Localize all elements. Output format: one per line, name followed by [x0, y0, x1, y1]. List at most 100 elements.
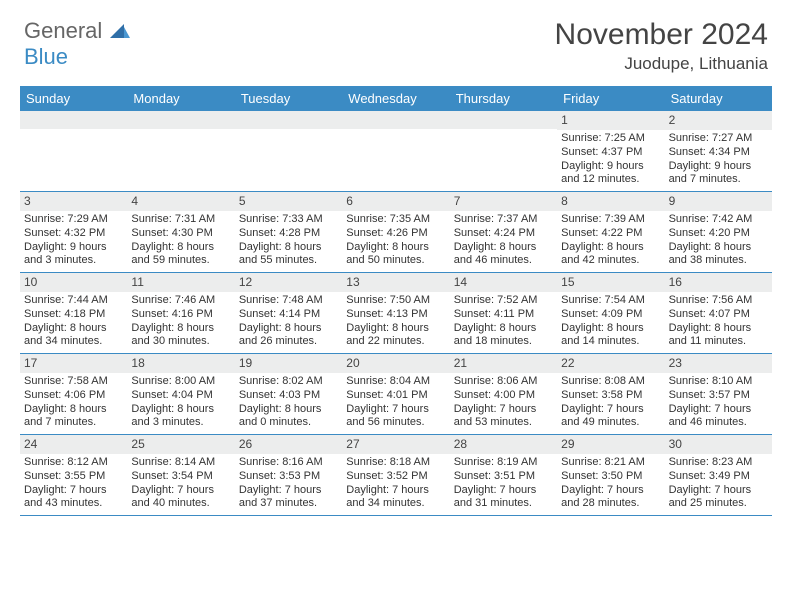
day-cell: 14Sunrise: 7:52 AMSunset: 4:11 PMDayligh… [450, 273, 557, 353]
daylight-text: and 28 minutes. [561, 497, 660, 511]
day-cell: 24Sunrise: 8:12 AMSunset: 3:55 PMDayligh… [20, 435, 127, 515]
sunrise-text: Sunrise: 7:37 AM [454, 213, 553, 227]
sunset-text: Sunset: 4:04 PM [131, 389, 230, 403]
sunrise-text: Sunrise: 7:29 AM [24, 213, 123, 227]
day-cell: 4Sunrise: 7:31 AMSunset: 4:30 PMDaylight… [127, 192, 234, 272]
sunset-text: Sunset: 3:53 PM [239, 470, 338, 484]
daylight-text: Daylight: 8 hours [561, 241, 660, 255]
daylight-text: Daylight: 7 hours [669, 484, 768, 498]
weekday-label: Wednesday [342, 86, 449, 111]
sunrise-text: Sunrise: 7:35 AM [346, 213, 445, 227]
daylight-text: and 49 minutes. [561, 416, 660, 430]
day-number: 24 [20, 435, 127, 454]
weekday-label: Tuesday [235, 86, 342, 111]
daylight-text: and 12 minutes. [561, 173, 660, 187]
daylight-text: and 3 minutes. [24, 254, 123, 268]
day-cell [127, 111, 234, 191]
day-cell: 12Sunrise: 7:48 AMSunset: 4:14 PMDayligh… [235, 273, 342, 353]
daylight-text: Daylight: 7 hours [346, 484, 445, 498]
daylight-text: and 42 minutes. [561, 254, 660, 268]
day-number: 29 [557, 435, 664, 454]
daylight-text: Daylight: 8 hours [454, 241, 553, 255]
daylight-text: Daylight: 7 hours [454, 484, 553, 498]
weekday-label: Friday [557, 86, 664, 111]
sunrise-text: Sunrise: 8:00 AM [131, 375, 230, 389]
day-cell: 3Sunrise: 7:29 AMSunset: 4:32 PMDaylight… [20, 192, 127, 272]
day-number: 23 [665, 354, 772, 373]
weekday-label: Monday [127, 86, 234, 111]
day-number: 6 [342, 192, 449, 211]
day-number: 30 [665, 435, 772, 454]
daylight-text: Daylight: 8 hours [454, 322, 553, 336]
daylight-text: and 34 minutes. [346, 497, 445, 511]
sunset-text: Sunset: 3:50 PM [561, 470, 660, 484]
sunset-text: Sunset: 3:57 PM [669, 389, 768, 403]
daylight-text: Daylight: 8 hours [561, 322, 660, 336]
day-cell: 11Sunrise: 7:46 AMSunset: 4:16 PMDayligh… [127, 273, 234, 353]
day-number: 7 [450, 192, 557, 211]
sunrise-text: Sunrise: 7:50 AM [346, 294, 445, 308]
sunset-text: Sunset: 4:01 PM [346, 389, 445, 403]
sunrise-text: Sunrise: 7:42 AM [669, 213, 768, 227]
daylight-text: Daylight: 8 hours [669, 241, 768, 255]
day-cell: 26Sunrise: 8:16 AMSunset: 3:53 PMDayligh… [235, 435, 342, 515]
daylight-text: and 46 minutes. [669, 416, 768, 430]
daylight-text: and 30 minutes. [131, 335, 230, 349]
day-cell: 22Sunrise: 8:08 AMSunset: 3:58 PMDayligh… [557, 354, 664, 434]
day-cell: 18Sunrise: 8:00 AMSunset: 4:04 PMDayligh… [127, 354, 234, 434]
daylight-text: Daylight: 9 hours [669, 160, 768, 174]
weekday-label: Thursday [450, 86, 557, 111]
daylight-text: and 50 minutes. [346, 254, 445, 268]
daylight-text: Daylight: 7 hours [669, 403, 768, 417]
sunset-text: Sunset: 4:18 PM [24, 308, 123, 322]
sunrise-text: Sunrise: 7:31 AM [131, 213, 230, 227]
daylight-text: Daylight: 8 hours [131, 322, 230, 336]
daylight-text: Daylight: 7 hours [561, 484, 660, 498]
logo-sail-icon [110, 24, 130, 38]
day-cell: 5Sunrise: 7:33 AMSunset: 4:28 PMDaylight… [235, 192, 342, 272]
day-number [342, 111, 449, 129]
day-number: 21 [450, 354, 557, 373]
daylight-text: Daylight: 7 hours [24, 484, 123, 498]
sunset-text: Sunset: 3:54 PM [131, 470, 230, 484]
sunrise-text: Sunrise: 8:04 AM [346, 375, 445, 389]
sunset-text: Sunset: 4:24 PM [454, 227, 553, 241]
day-number: 9 [665, 192, 772, 211]
daylight-text: Daylight: 8 hours [239, 403, 338, 417]
sunset-text: Sunset: 4:13 PM [346, 308, 445, 322]
sunset-text: Sunset: 4:03 PM [239, 389, 338, 403]
day-cell: 29Sunrise: 8:21 AMSunset: 3:50 PMDayligh… [557, 435, 664, 515]
title-month: November 2024 [555, 18, 768, 52]
day-cell [342, 111, 449, 191]
weeks-container: 1Sunrise: 7:25 AMSunset: 4:37 PMDaylight… [20, 111, 772, 516]
day-number: 17 [20, 354, 127, 373]
daylight-text: Daylight: 8 hours [24, 322, 123, 336]
sunrise-text: Sunrise: 8:14 AM [131, 456, 230, 470]
week-row: 1Sunrise: 7:25 AMSunset: 4:37 PMDaylight… [20, 111, 772, 192]
day-number: 27 [342, 435, 449, 454]
sunset-text: Sunset: 4:28 PM [239, 227, 338, 241]
sunset-text: Sunset: 4:14 PM [239, 308, 338, 322]
title-location: Juodupe, Lithuania [555, 54, 768, 74]
day-number: 25 [127, 435, 234, 454]
daylight-text: Daylight: 8 hours [24, 403, 123, 417]
daylight-text: Daylight: 7 hours [454, 403, 553, 417]
daylight-text: Daylight: 7 hours [346, 403, 445, 417]
daylight-text: and 14 minutes. [561, 335, 660, 349]
day-cell: 2Sunrise: 7:27 AMSunset: 4:34 PMDaylight… [665, 111, 772, 191]
day-number [127, 111, 234, 129]
daylight-text: and 7 minutes. [24, 416, 123, 430]
day-number: 28 [450, 435, 557, 454]
daylight-text: Daylight: 8 hours [239, 322, 338, 336]
day-cell: 8Sunrise: 7:39 AMSunset: 4:22 PMDaylight… [557, 192, 664, 272]
daylight-text: Daylight: 7 hours [131, 484, 230, 498]
daylight-text: and 56 minutes. [346, 416, 445, 430]
daylight-text: and 38 minutes. [669, 254, 768, 268]
weekday-header: Sunday Monday Tuesday Wednesday Thursday… [20, 86, 772, 111]
sunrise-text: Sunrise: 8:16 AM [239, 456, 338, 470]
day-cell: 16Sunrise: 7:56 AMSunset: 4:07 PMDayligh… [665, 273, 772, 353]
sunset-text: Sunset: 4:37 PM [561, 146, 660, 160]
daylight-text: Daylight: 7 hours [239, 484, 338, 498]
day-number: 12 [235, 273, 342, 292]
day-number: 20 [342, 354, 449, 373]
